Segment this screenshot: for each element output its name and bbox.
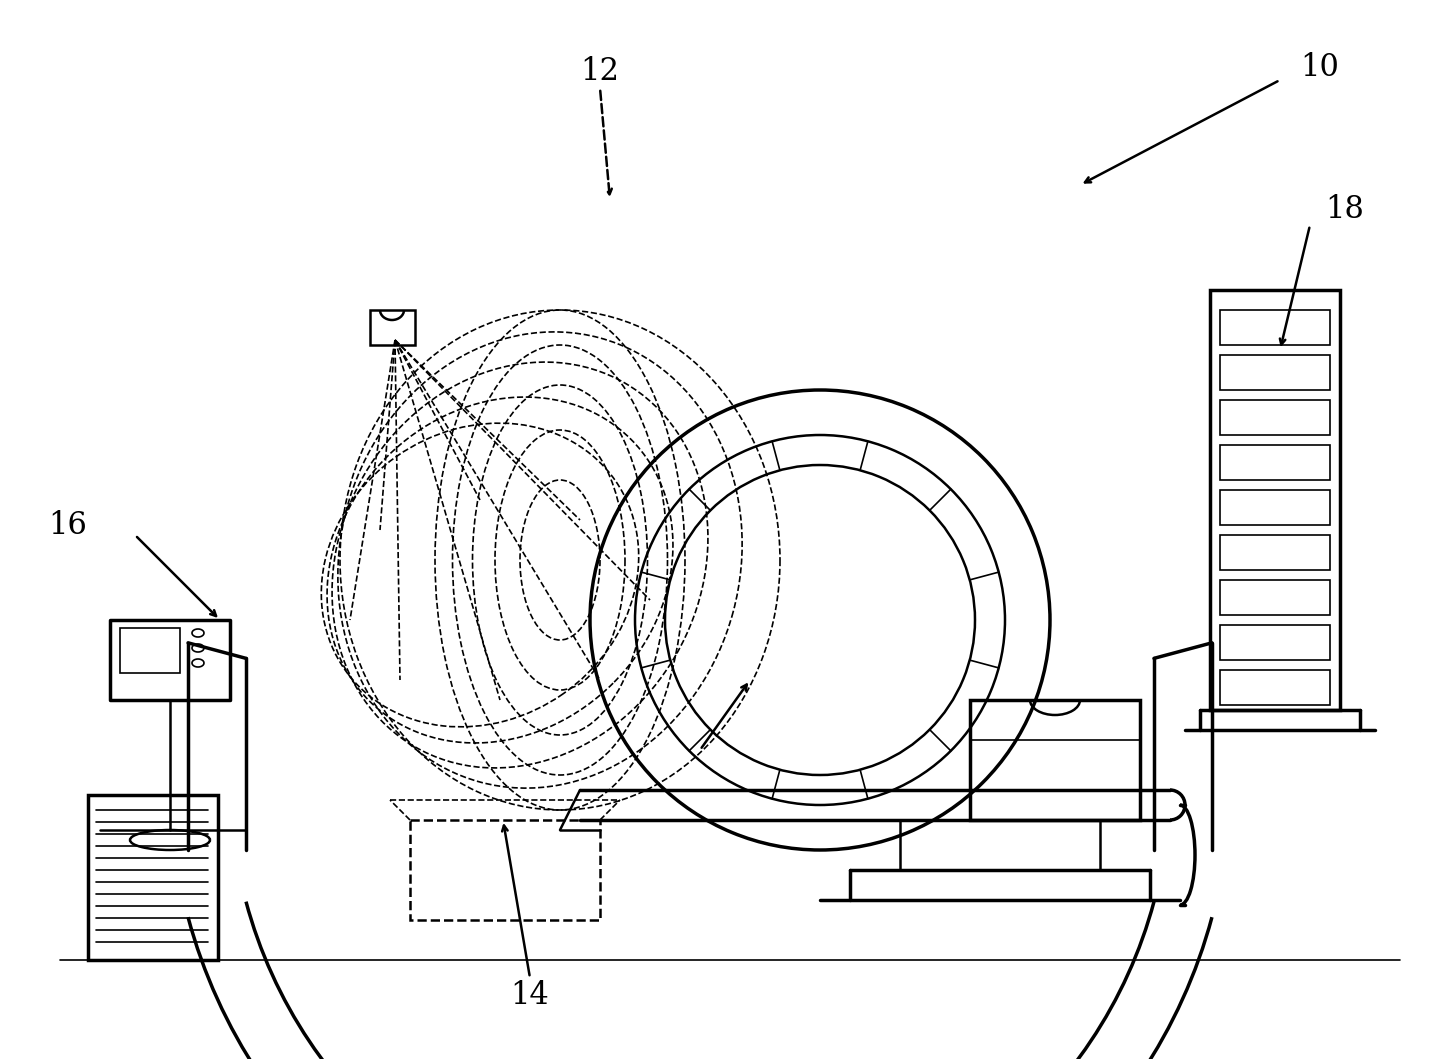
Text: 10: 10 [1301, 53, 1340, 84]
Bar [370, 310, 416, 345]
Bar [1219, 445, 1330, 480]
Bar [1219, 400, 1330, 435]
Text: 12: 12 [580, 56, 619, 88]
Bar [1219, 625, 1330, 660]
Bar [120, 628, 181, 674]
Text: 16: 16 [49, 509, 87, 540]
Bar [1219, 355, 1330, 390]
Bar [1219, 535, 1330, 570]
Bar [1219, 310, 1330, 345]
Bar [1219, 580, 1330, 615]
Bar [110, 620, 231, 700]
Bar [87, 795, 218, 961]
Bar [410, 820, 600, 920]
Text: 18: 18 [1326, 195, 1364, 226]
Text: 14: 14 [510, 980, 549, 1010]
Bar [1209, 290, 1340, 710]
Bar [970, 700, 1141, 820]
Bar [1219, 490, 1330, 525]
Bar [1219, 670, 1330, 705]
